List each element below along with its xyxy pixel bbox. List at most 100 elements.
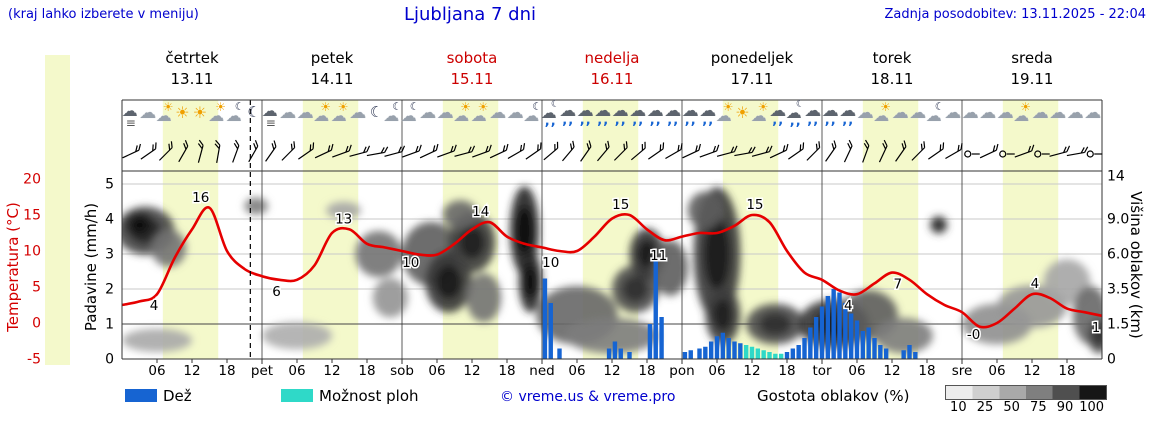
- svg-text:14: 14: [472, 204, 489, 220]
- rain-legend-swatch: [125, 389, 157, 402]
- svg-text:-5: -5: [27, 352, 41, 368]
- svg-text:12: 12: [323, 363, 340, 379]
- svg-text:18: 18: [918, 363, 935, 379]
- day-name: ponedeljek: [710, 49, 794, 67]
- svg-text:12: 12: [463, 363, 480, 379]
- svg-text:10: 10: [23, 244, 41, 260]
- svg-text:9.0: 9.0: [1107, 212, 1129, 228]
- svg-text:3: 3: [105, 247, 114, 263]
- svg-text:ned: ned: [529, 363, 554, 379]
- svg-text:5: 5: [105, 177, 114, 193]
- svg-text:15: 15: [746, 197, 763, 213]
- svg-text:06: 06: [428, 363, 445, 379]
- svg-text:1.5: 1.5: [1107, 317, 1129, 333]
- last-update-text: Zadnja posodobitev: 13.11.2025 - 22:04: [884, 7, 1146, 22]
- showers-legend-swatch: [281, 389, 313, 402]
- svg-text:18: 18: [638, 363, 655, 379]
- page-title: Ljubljana 7 dni: [403, 4, 537, 25]
- rain-bars: [542, 261, 918, 359]
- day-header-ponedeljek: ponedeljek 17.11: [682, 48, 822, 90]
- svg-text:10: 10: [402, 255, 419, 271]
- svg-text:06: 06: [148, 363, 165, 379]
- svg-text:06: 06: [568, 363, 585, 379]
- day-header-torek: torek 18.11: [822, 48, 962, 90]
- svg-text:12: 12: [883, 363, 900, 379]
- day-date: 19.11: [1010, 70, 1054, 88]
- day-name: četrtek: [165, 49, 219, 67]
- cloud-density-gradient: [945, 385, 1107, 400]
- density-tick-25: 25: [976, 400, 994, 415]
- day-header-sobota: sobota 15.11: [402, 48, 542, 90]
- svg-text:06: 06: [708, 363, 725, 379]
- svg-text:3.5: 3.5: [1107, 282, 1129, 298]
- density-tick-10: 10: [950, 400, 967, 415]
- shower-bars: [743, 345, 784, 359]
- svg-text:12: 12: [603, 363, 620, 379]
- day-header-nedelja: nedelja 16.11: [542, 48, 682, 90]
- svg-text:12: 12: [183, 363, 200, 379]
- showers-legend-label: Možnost ploh: [319, 387, 419, 405]
- svg-text:6: 6: [272, 284, 281, 300]
- temperature-curve: [121, 206, 1103, 329]
- day-date: 13.11: [170, 70, 214, 88]
- svg-text:4: 4: [150, 298, 159, 314]
- svg-text:06: 06: [848, 363, 865, 379]
- svg-text:1: 1: [105, 317, 114, 333]
- svg-text:16: 16: [192, 190, 209, 206]
- cloud-density-legend-label: Gostota oblakov (%): [757, 387, 910, 405]
- density-tick-50: 50: [1003, 400, 1020, 415]
- wind-barbs-row: [122, 139, 1103, 163]
- svg-text:06: 06: [988, 363, 1005, 379]
- svg-text:18: 18: [778, 363, 795, 379]
- svg-text:20: 20: [23, 172, 41, 188]
- svg-text:12: 12: [743, 363, 760, 379]
- day-name: petek: [310, 49, 354, 67]
- location-hint: (kraj lahko izberete v meniju): [8, 7, 199, 22]
- svg-text:18: 18: [218, 363, 235, 379]
- svg-text:10: 10: [542, 255, 559, 271]
- temperature-value-labels: 4 16 6 13 10 14 10 15 11 15 4 7 -0 4 1: [148, 188, 1102, 344]
- svg-text:4: 4: [105, 212, 114, 228]
- svg-text:tor: tor: [812, 363, 832, 379]
- svg-text:18: 18: [1058, 363, 1075, 379]
- svg-text:0: 0: [105, 352, 114, 368]
- density-tick-100: 100: [1079, 400, 1105, 415]
- svg-text:2: 2: [105, 282, 114, 298]
- svg-text:pet: pet: [251, 363, 273, 379]
- svg-text:18: 18: [358, 363, 375, 379]
- day-date: 17.11: [730, 70, 774, 88]
- svg-text:4: 4: [1031, 276, 1040, 292]
- day-name: torek: [872, 49, 912, 67]
- day-name: nedelja: [584, 49, 640, 67]
- density-tick-75: 75: [1030, 400, 1047, 415]
- day-header-četrtek: četrtek 13.11: [122, 48, 262, 90]
- day-date: 16.11: [590, 70, 634, 88]
- svg-text:sre: sre: [952, 363, 973, 379]
- svg-text:0: 0: [32, 316, 41, 332]
- copyright-link[interactable]: © vreme.us & vreme.pro: [500, 389, 676, 405]
- density-tick-90: 90: [1056, 400, 1074, 415]
- svg-text:5: 5: [32, 280, 41, 296]
- svg-text:15: 15: [23, 208, 41, 224]
- svg-text:06: 06: [288, 363, 305, 379]
- day-header-petek: petek 14.11: [262, 48, 402, 90]
- day-date: 14.11: [310, 70, 354, 88]
- svg-text:7: 7: [894, 277, 903, 293]
- day-date: 15.11: [450, 70, 494, 88]
- day-name: sreda: [1011, 49, 1053, 67]
- svg-text:pon: pon: [669, 363, 694, 379]
- rain-legend-label: Dež: [163, 387, 192, 405]
- left-decor-band: [45, 55, 70, 365]
- svg-text:13: 13: [335, 211, 352, 227]
- day-header-sreda: sreda 19.11: [962, 48, 1102, 90]
- svg-text:14: 14: [1107, 169, 1125, 185]
- svg-text:0: 0: [1107, 352, 1116, 368]
- svg-text:-0: -0: [967, 327, 980, 343]
- svg-text:4: 4: [844, 298, 853, 314]
- svg-text:12: 12: [1023, 363, 1040, 379]
- day-date: 18.11: [870, 70, 914, 88]
- svg-text:15: 15: [612, 197, 629, 213]
